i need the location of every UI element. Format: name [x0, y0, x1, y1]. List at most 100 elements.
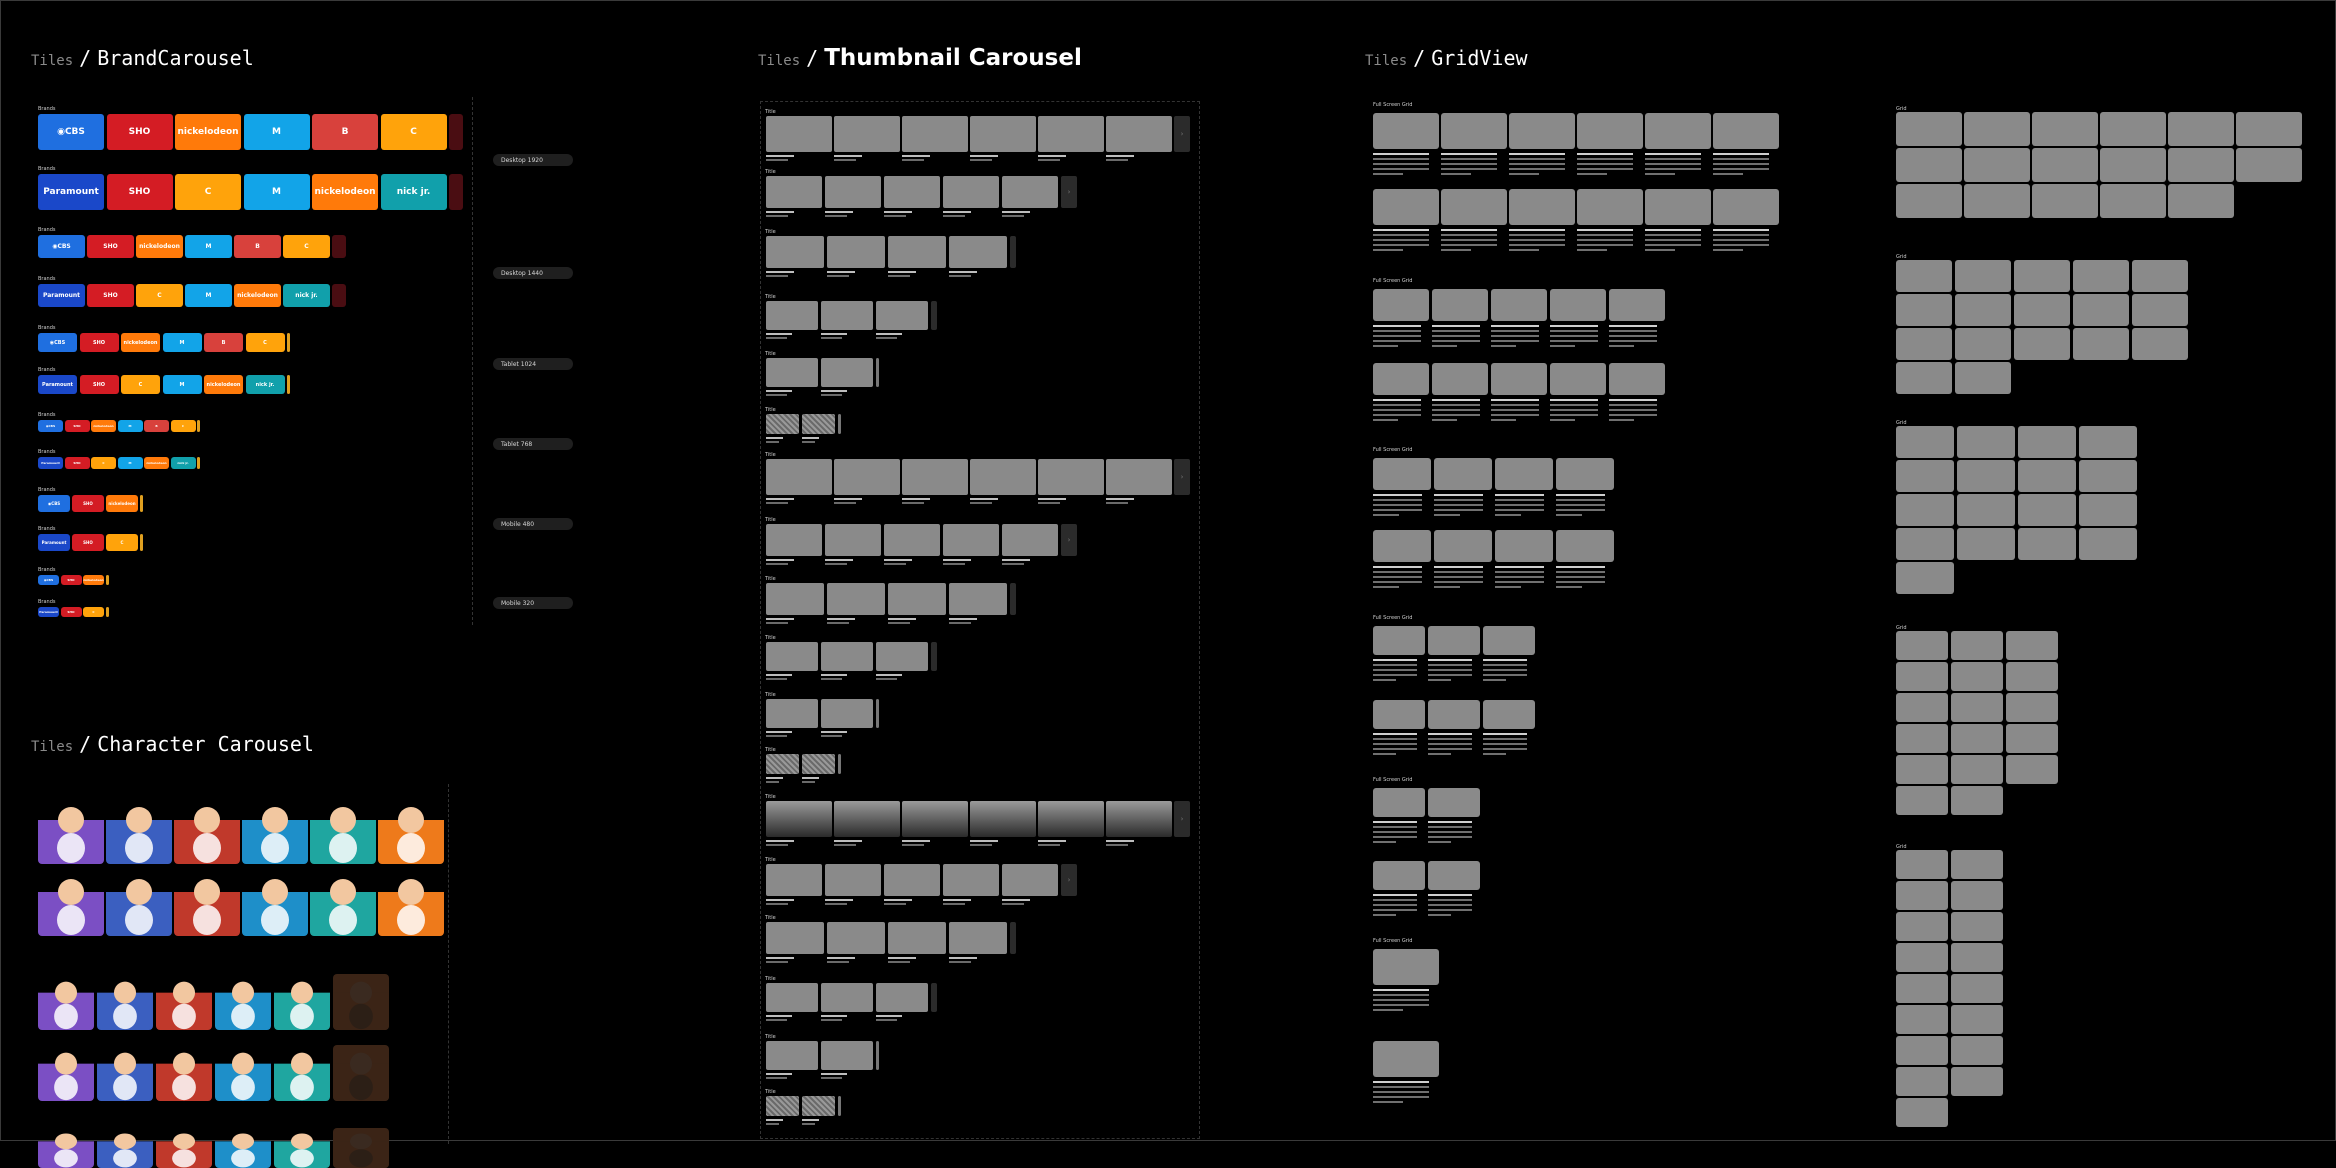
brand-tile-nickjr[interactable]: nick jr. — [245, 375, 285, 394]
grid-tile[interactable] — [1896, 881, 1948, 910]
thumbnail-tile[interactable] — [949, 583, 1007, 615]
thumbnail-tile[interactable] — [888, 583, 946, 615]
carousel-arrow[interactable]: › — [1174, 459, 1190, 495]
brand-tile-showtime[interactable]: SHO — [79, 375, 119, 394]
grid-tile[interactable] — [2006, 693, 2058, 722]
thumbnail-tile[interactable] — [766, 922, 824, 954]
grid-tile[interactable] — [1896, 1005, 1948, 1034]
character-tile-chase[interactable] — [97, 1045, 153, 1101]
thumbnail-tile[interactable] — [821, 301, 873, 330]
thumbnail-tile[interactable] — [766, 801, 832, 837]
grid-tile[interactable] — [1373, 626, 1425, 655]
thumbnail-tile[interactable] — [902, 801, 968, 837]
thumbnail-tile[interactable] — [821, 358, 873, 387]
thumbnail-tile[interactable] — [1002, 864, 1058, 896]
thumbnail-tile[interactable] — [827, 236, 885, 268]
thumbnail-tile[interactable] — [884, 176, 940, 208]
grid-tile[interactable] — [1373, 289, 1429, 321]
thumbnail-tile[interactable] — [943, 176, 999, 208]
character-tile-blaze[interactable] — [174, 798, 240, 864]
carousel-arrow[interactable]: › — [1174, 116, 1190, 152]
grid-tile[interactable] — [1373, 458, 1431, 490]
grid-tile[interactable] — [1896, 426, 1954, 458]
brand-tile-comedy[interactable]: C — [83, 607, 104, 617]
grid-tile[interactable] — [1556, 458, 1614, 490]
brand-tile-nickjr[interactable]: nick jr. — [170, 457, 196, 469]
thumbnail-tile[interactable] — [888, 236, 946, 268]
character-tile-baby[interactable] — [310, 870, 376, 936]
grid-tile[interactable] — [1896, 974, 1948, 1003]
thumbnail-tile[interactable] — [766, 864, 822, 896]
thumbnail-tile[interactable] — [766, 524, 822, 556]
grid-tile[interactable] — [1556, 530, 1614, 562]
brand-tile-comedy[interactable]: C — [121, 375, 160, 394]
grid-tile[interactable] — [2236, 112, 2302, 146]
thumbnail-tile[interactable] — [766, 1096, 799, 1116]
grid-tile[interactable] — [1896, 755, 1948, 784]
thumbnail-tile[interactable] — [766, 301, 818, 330]
brand-tile-mtv[interactable]: M — [117, 420, 143, 432]
grid-tile[interactable] — [1550, 289, 1606, 321]
thumbnail-tile[interactable] — [1106, 459, 1172, 495]
grid-tile[interactable] — [2018, 460, 2076, 492]
thumbnail-tile[interactable] — [821, 1041, 873, 1070]
brand-tile-nickelodeon[interactable]: nickelodeon — [136, 235, 183, 258]
brand-tile-mtv[interactable]: M — [185, 284, 232, 307]
grid-tile[interactable] — [1951, 662, 2003, 691]
brand-tile-nickelodeon[interactable]: nickelodeon — [312, 174, 378, 210]
grid-tile[interactable] — [2132, 260, 2188, 292]
thumbnail-tile[interactable] — [1038, 116, 1104, 152]
thumbnail-tile[interactable] — [834, 801, 900, 837]
thumbnail-tile[interactable] — [1038, 459, 1104, 495]
grid-tile[interactable] — [2168, 112, 2234, 146]
grid-tile[interactable] — [1441, 189, 1507, 225]
grid-tile[interactable] — [1896, 260, 1952, 292]
grid-tile[interactable] — [2014, 294, 2070, 326]
brand-tile-nickelodeon[interactable]: nickelodeon — [121, 333, 160, 352]
grid-tile[interactable] — [1957, 426, 2015, 458]
brand-tile-mtv[interactable]: M — [243, 114, 310, 150]
grid-tile[interactable] — [1896, 362, 1952, 394]
brand-tile-comedy[interactable]: C — [380, 114, 447, 150]
grid-tile[interactable] — [1713, 189, 1779, 225]
grid-tile[interactable] — [1609, 289, 1665, 321]
thumbnail-tile[interactable] — [884, 864, 940, 896]
grid-tile[interactable] — [1428, 626, 1480, 655]
brand-tile-nickelodeon[interactable]: nickelodeon — [91, 420, 116, 432]
grid-tile[interactable] — [1957, 528, 2015, 560]
character-tile-blue[interactable] — [215, 974, 271, 1030]
thumbnail-tile[interactable] — [821, 983, 873, 1012]
character-tile-dora[interactable] — [38, 1128, 94, 1168]
character-tile-blaze[interactable] — [156, 1128, 212, 1168]
grid-tile[interactable] — [2073, 328, 2129, 360]
thumbnail-tile[interactable] — [766, 642, 818, 671]
thumbnail-tile[interactable] — [825, 864, 881, 896]
character-tile-dora[interactable] — [38, 974, 94, 1030]
grid-tile[interactable] — [1483, 626, 1535, 655]
grid-tile[interactable] — [1896, 1036, 1948, 1065]
thumbnail-tile[interactable] — [1106, 801, 1172, 837]
thumbnail-tile[interactable] — [970, 116, 1036, 152]
grid-tile[interactable] — [1434, 458, 1492, 490]
carousel-arrow[interactable] — [1010, 236, 1016, 268]
thumbnail-tile[interactable] — [876, 983, 928, 1012]
grid-tile[interactable] — [1955, 362, 2011, 394]
grid-tile[interactable] — [1896, 631, 1948, 660]
grid-tile[interactable] — [2032, 112, 2098, 146]
character-tile-dora[interactable] — [38, 1045, 94, 1101]
thumbnail-tile[interactable] — [1038, 801, 1104, 837]
grid-tile[interactable] — [1951, 693, 2003, 722]
grid-tile[interactable] — [1373, 113, 1439, 149]
grid-tile[interactable] — [1713, 113, 1779, 149]
grid-tile[interactable] — [1951, 974, 2003, 1003]
character-tile-lincoln[interactable] — [333, 974, 389, 1030]
thumbnail-tile[interactable] — [1106, 116, 1172, 152]
thumbnail-tile[interactable] — [876, 642, 928, 671]
grid-tile[interactable] — [1373, 530, 1431, 562]
grid-tile[interactable] — [2100, 148, 2166, 182]
grid-tile[interactable] — [1896, 1098, 1948, 1127]
grid-tile[interactable] — [1896, 724, 1948, 753]
thumbnail-tile[interactable] — [827, 922, 885, 954]
thumbnail-tile[interactable] — [834, 459, 900, 495]
brand-tile-comedy[interactable]: C — [283, 235, 330, 258]
